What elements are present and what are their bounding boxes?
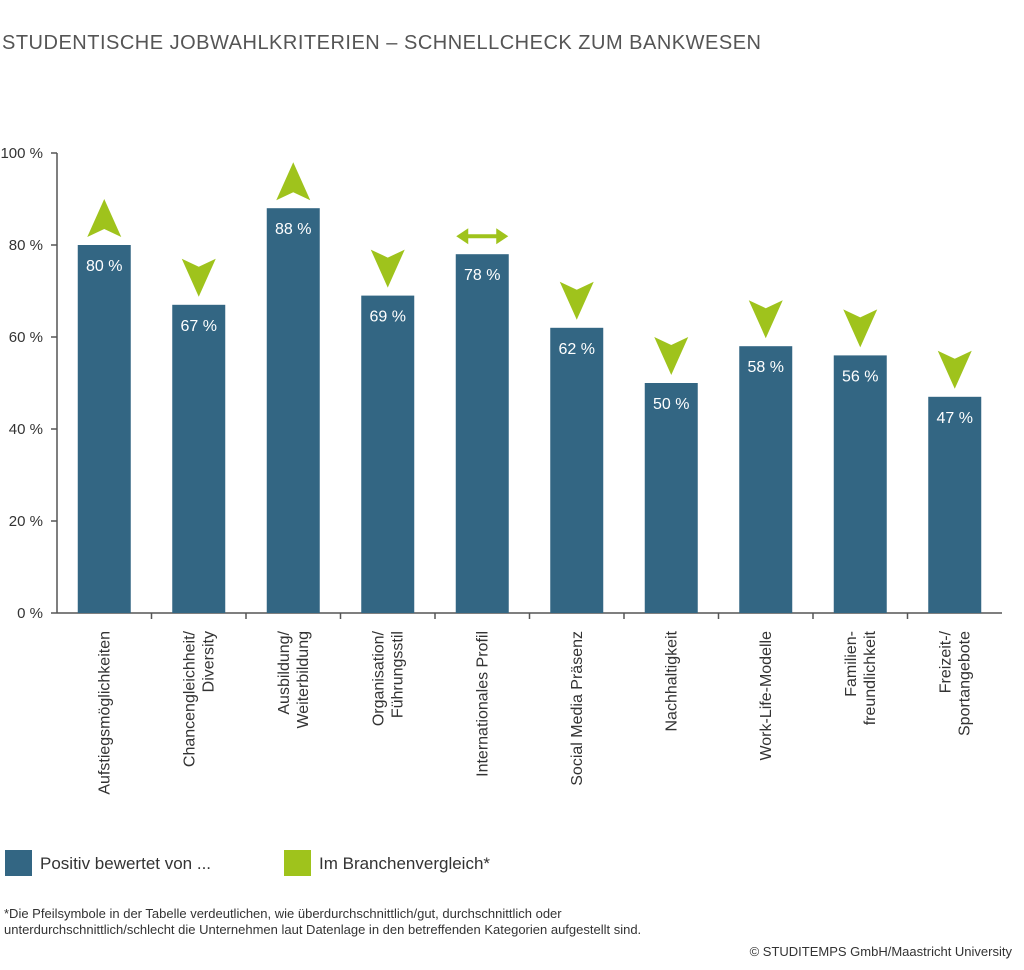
value-label: 69 % — [370, 309, 406, 326]
value-label: 58 % — [748, 359, 784, 376]
bar — [172, 304, 226, 613]
legend-swatch — [284, 850, 311, 876]
source: © STUDITEMPS GmbH/Maastricht University — [749, 944, 1012, 959]
x-tick-label: Ausbildung/Weiterbildung — [276, 630, 312, 728]
y-tick-label: 60 % — [9, 329, 43, 346]
comparison-arrow — [87, 199, 122, 237]
x-tick-label: Organisation/Führungsstil — [370, 630, 406, 726]
value-label: 67 % — [181, 318, 217, 335]
footnote: *Die Pfeilsymbole in der Tabelle verdeut… — [4, 906, 642, 937]
x-tick-label: Aufstiegsmöglichkeiten — [96, 631, 113, 795]
comparison-arrow — [181, 258, 216, 297]
value-label: 56 % — [842, 368, 878, 385]
x-tick-label: Freizeit-/Sportangebote — [937, 630, 973, 736]
comparison-arrow — [843, 309, 878, 348]
value-label: 62 % — [559, 341, 595, 358]
value-label: 80 % — [86, 258, 122, 275]
x-tick-label: Chancengleichheit/Diversity — [181, 630, 217, 767]
y-tick-label: 80 % — [9, 237, 43, 254]
comparison-arrow — [937, 350, 972, 389]
comparison-arrow — [456, 228, 509, 245]
x-tick-label: Work-Life-Modelle — [758, 631, 775, 761]
bar — [644, 383, 698, 613]
bar — [361, 295, 415, 613]
legend-label: Im Branchenvergleich* — [319, 854, 490, 873]
bar — [77, 245, 131, 613]
x-tick-label: Social Media Präsenz — [569, 631, 586, 786]
comparison-arrow — [654, 337, 689, 375]
y-tick-label: 20 % — [9, 513, 43, 530]
comparison-arrow — [276, 162, 311, 201]
comparison-arrow — [748, 300, 783, 339]
x-tick-label: Internationales Profil — [474, 631, 491, 777]
bar — [739, 346, 793, 613]
bar — [928, 396, 982, 613]
x-tick-label: Familien-freundlichkeit — [843, 630, 879, 725]
bar — [455, 254, 509, 613]
y-tick-label: 100 % — [0, 145, 43, 162]
chart: STUDENTISCHE JOBWAHLKRITERIEN – SCHNELLC… — [0, 32, 1002, 876]
value-label: 88 % — [275, 221, 311, 238]
x-tick-label: Nachhaltigkeit — [663, 630, 680, 731]
bar — [833, 355, 887, 613]
legend-swatch — [5, 850, 32, 876]
comparison-arrow — [370, 249, 405, 288]
value-label: 50 % — [653, 396, 689, 413]
value-label: 78 % — [464, 267, 500, 284]
chart-title: STUDENTISCHE JOBWAHLKRITERIEN – SCHNELLC… — [2, 32, 761, 54]
comparison-arrow — [559, 281, 594, 320]
value-label: 47 % — [937, 410, 973, 427]
bar — [550, 327, 604, 613]
legend-label: Positiv bewertet von ... — [40, 854, 211, 873]
y-tick-label: 40 % — [9, 421, 43, 438]
bar — [266, 208, 320, 613]
y-tick-label: 0 % — [17, 605, 43, 622]
